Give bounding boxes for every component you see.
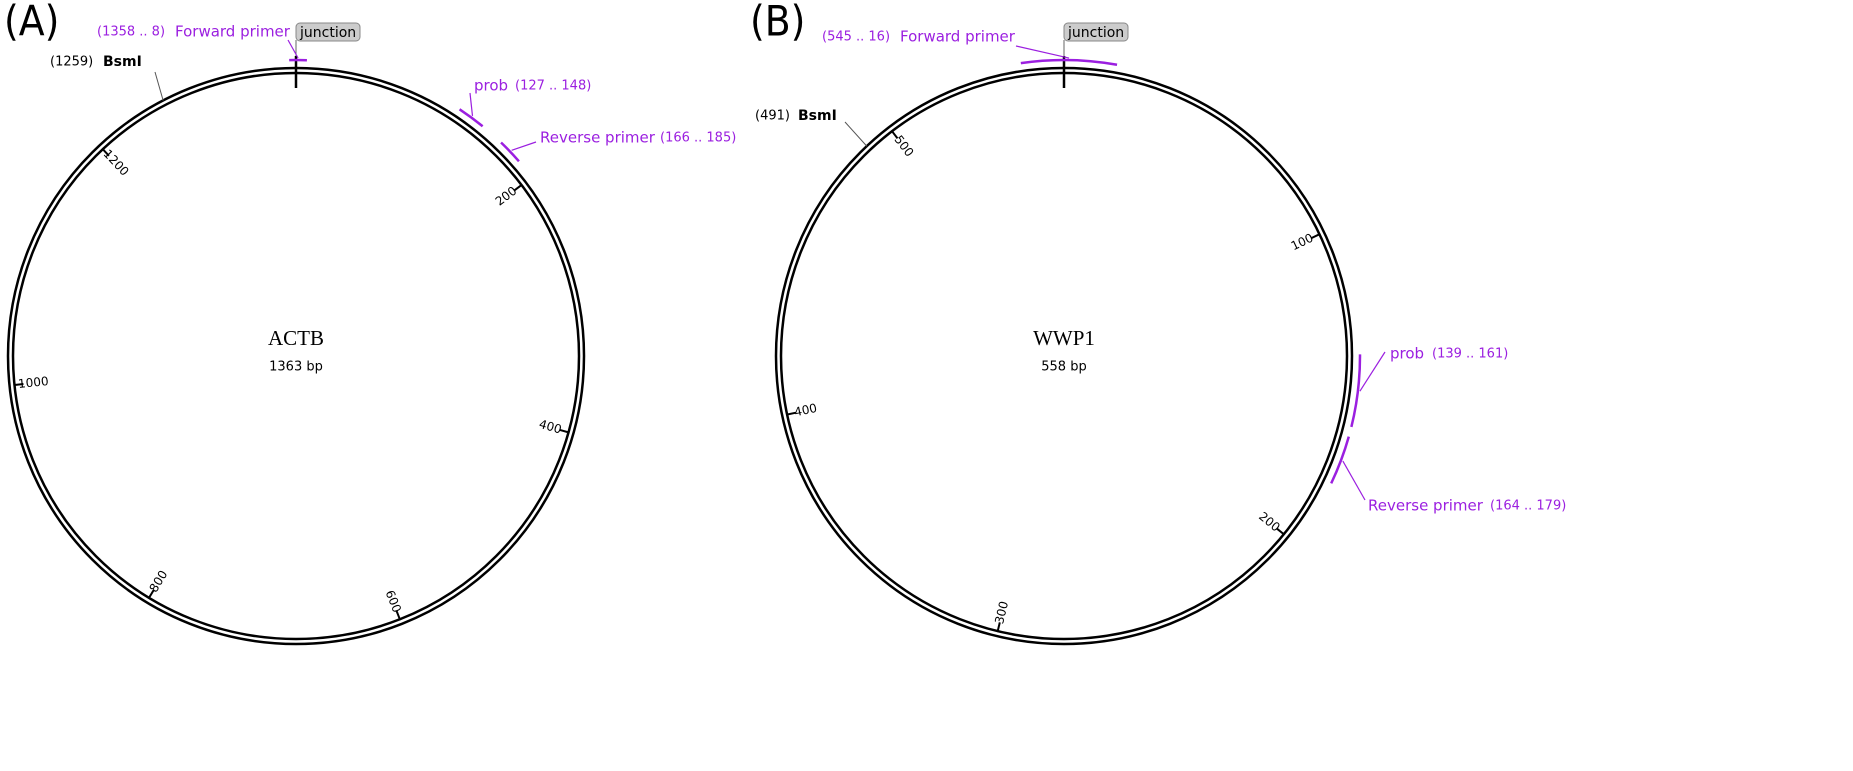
backbone-outer: [6, 66, 586, 646]
feature-leader: [1359, 351, 1386, 392]
feature-name: prob: [474, 77, 508, 95]
feature-arc: [1020, 58, 1118, 67]
plasmid-name: ACTB: [268, 326, 324, 350]
junction-label: junction: [1067, 25, 1124, 41]
site-name: BsmI: [798, 108, 837, 124]
feature-name: Forward primer: [900, 28, 1016, 46]
tick-mark: [513, 183, 523, 192]
site-leader: [844, 121, 868, 147]
plasmid-size: 558 bp: [1041, 360, 1086, 375]
tick-label: 100: [1289, 231, 1316, 253]
tick-mark: [1276, 527, 1286, 536]
tick-mark: [395, 610, 402, 621]
tick-label: 400: [537, 417, 563, 437]
site-position: (1259): [50, 55, 93, 70]
tick-mark: [890, 129, 899, 139]
backbone-outer: [774, 66, 1354, 646]
site-position: (491): [755, 109, 790, 124]
junction-box: [295, 22, 361, 42]
feature-arc: [458, 108, 484, 128]
tick-mark: [996, 622, 1001, 633]
feature-range: (139 .. 161): [1432, 347, 1508, 362]
panel-label: (B): [750, 0, 805, 46]
feature-name: Forward primer: [175, 23, 291, 41]
feature-leader: [1015, 45, 1070, 59]
feature-range: (166 .. 185): [660, 131, 736, 146]
feature-arc: [1330, 436, 1351, 484]
feature-range: (1358 .. 8): [97, 25, 165, 40]
feature-leader: [1342, 460, 1366, 501]
junction-box: [1063, 22, 1129, 42]
tick-mark: [147, 589, 155, 600]
tick-mark: [13, 383, 24, 387]
backbone-inner: [779, 71, 1349, 641]
junction-label: junction: [299, 25, 356, 41]
feature-leader: [287, 39, 299, 59]
feature-name: Reverse primer: [1368, 497, 1484, 515]
tick-label: 600: [383, 588, 404, 614]
feature-leader: [511, 141, 537, 151]
feature-arc: [500, 141, 520, 163]
backbone-inner: [11, 71, 581, 641]
tick-label: 200: [493, 184, 520, 209]
tick-mark: [1310, 232, 1321, 240]
tick-mark: [785, 411, 797, 416]
plasmid-name: WWP1: [1033, 326, 1095, 350]
feature-leader: [469, 92, 474, 116]
feature-range: (545 .. 16): [822, 30, 890, 45]
feature-arc: [1350, 354, 1362, 428]
feature-name: Reverse primer: [540, 129, 656, 147]
tick-mark: [101, 147, 110, 157]
feature-name: prob: [1390, 345, 1424, 363]
tick-mark: [559, 428, 570, 434]
site-name: BsmI: [103, 54, 142, 70]
panel-label: (A): [4, 0, 59, 46]
tick-label: 800: [146, 568, 170, 595]
plasmid-size: 1363 bp: [269, 360, 323, 375]
feature-range: (164 .. 179): [1490, 499, 1566, 514]
tick-label: 300: [992, 600, 1011, 626]
plasmid-map: (A) ACTB 1363 bp junction 200 400 600 800 1000 12…: [4, 0, 736, 646]
site-leader: [154, 71, 164, 101]
tick-label: 1000: [17, 374, 49, 391]
tick-label: 1200: [101, 147, 132, 179]
tick-label: 400: [793, 401, 818, 419]
feature-range: (127 .. 148): [515, 79, 591, 94]
